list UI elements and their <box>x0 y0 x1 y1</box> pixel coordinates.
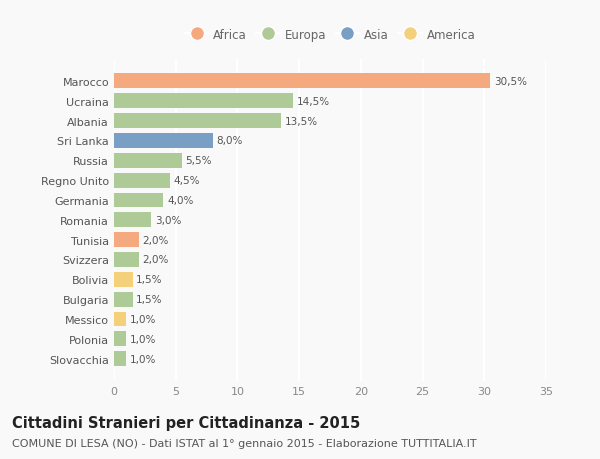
Text: 8,0%: 8,0% <box>217 136 243 146</box>
Text: 14,5%: 14,5% <box>296 96 330 106</box>
Bar <box>114 312 127 327</box>
Text: 1,5%: 1,5% <box>136 275 163 285</box>
Text: 4,5%: 4,5% <box>173 176 200 186</box>
Text: 30,5%: 30,5% <box>494 77 527 87</box>
Text: 2,0%: 2,0% <box>142 235 169 245</box>
Bar <box>114 252 139 267</box>
Text: 1,0%: 1,0% <box>130 334 157 344</box>
Text: 13,5%: 13,5% <box>284 116 317 126</box>
Bar <box>114 174 170 188</box>
Bar <box>114 193 163 208</box>
Text: 1,0%: 1,0% <box>130 354 157 364</box>
Bar <box>114 352 127 366</box>
Text: Cittadini Stranieri per Cittadinanza - 2015: Cittadini Stranieri per Cittadinanza - 2… <box>12 415 360 431</box>
Bar <box>114 233 139 247</box>
Bar <box>114 213 151 228</box>
Text: COMUNE DI LESA (NO) - Dati ISTAT al 1° gennaio 2015 - Elaborazione TUTTITALIA.IT: COMUNE DI LESA (NO) - Dati ISTAT al 1° g… <box>12 438 476 448</box>
Bar <box>114 272 133 287</box>
Text: 2,0%: 2,0% <box>142 255 169 265</box>
Bar <box>114 114 281 129</box>
Bar <box>114 153 182 168</box>
Text: 4,0%: 4,0% <box>167 196 193 206</box>
Bar <box>114 292 133 307</box>
Text: 1,0%: 1,0% <box>130 314 157 325</box>
Bar <box>114 94 293 109</box>
Text: 3,0%: 3,0% <box>155 215 181 225</box>
Bar <box>114 134 213 149</box>
Bar <box>114 74 490 89</box>
Legend: Africa, Europa, Asia, America: Africa, Europa, Asia, America <box>180 24 480 46</box>
Text: 1,5%: 1,5% <box>136 295 163 304</box>
Text: 5,5%: 5,5% <box>185 156 212 166</box>
Bar <box>114 332 127 347</box>
